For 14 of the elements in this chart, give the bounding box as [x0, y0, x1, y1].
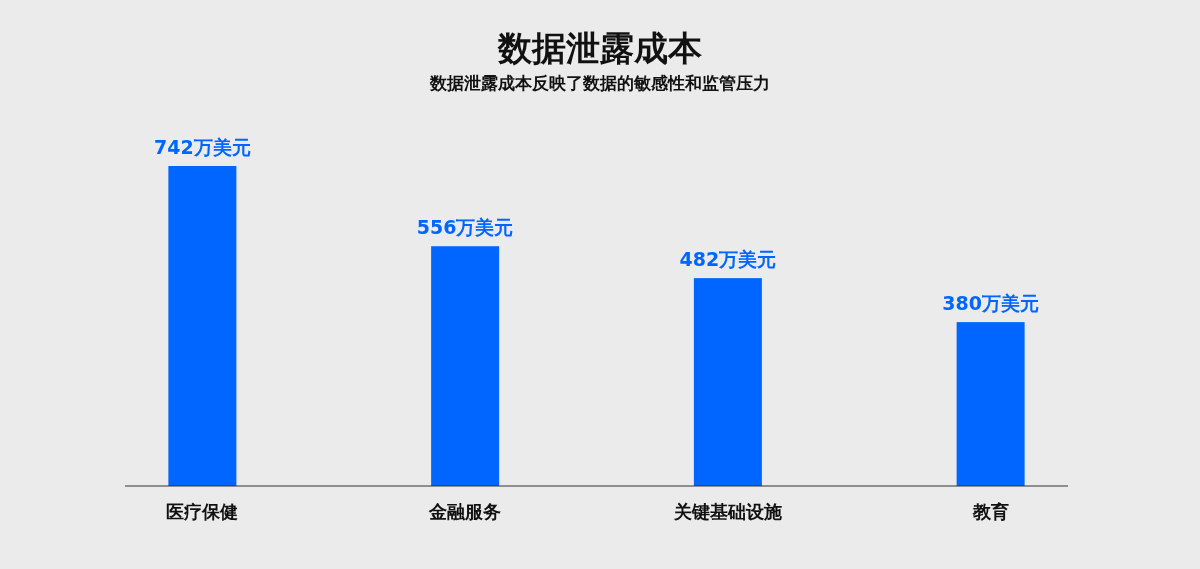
- data-label: 380万美元: [942, 292, 1039, 315]
- x-tick-label: 医疗保健: [166, 501, 239, 522]
- bar: [168, 166, 237, 486]
- data-label: 742万美元: [154, 136, 251, 158]
- bar: [431, 246, 500, 486]
- chart-title: 数据泄露成本: [497, 28, 703, 68]
- data-label: 482万美元: [679, 248, 777, 271]
- x-tick-label: 金融服务: [428, 501, 502, 522]
- x-tick-label: 教育: [971, 501, 1009, 522]
- x-tick-label: 关键基础设施: [672, 501, 782, 522]
- bar: [956, 322, 1025, 486]
- data-label: 556万美元: [416, 216, 514, 239]
- chart-subtitle: 数据泄露成本反映了数据的敏感性和监管压力: [429, 73, 770, 93]
- bar: [693, 278, 762, 486]
